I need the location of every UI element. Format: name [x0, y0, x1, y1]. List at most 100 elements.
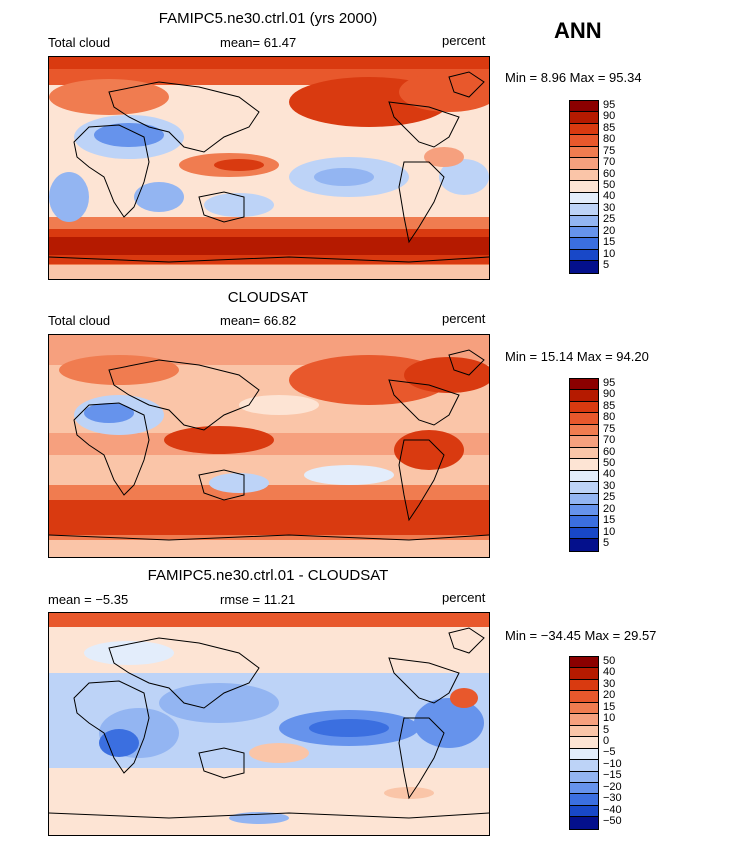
panel-3-colorbar-tick: 20	[603, 689, 616, 702]
panel-1-map	[48, 56, 490, 280]
panel-2-variable-label: Total cloud	[48, 313, 111, 328]
panel-3-colorbar-tick: 50	[603, 654, 616, 667]
panel-1-minmax: Min = 8.96 Max = 95.34	[505, 70, 642, 85]
colorbar-band	[570, 401, 598, 414]
panel-3-colorbar-tick: 30	[603, 677, 616, 690]
panel-3-colorbar-tick: 0	[603, 735, 610, 747]
panel-1-colorbar-tick: 95	[603, 98, 616, 111]
panel-1-title: FAMIPC5.ne30.ctrl.01 (yrs 2000)	[158, 10, 378, 27]
panel-1-colorbar-tick: 90	[603, 110, 616, 123]
panel-3-colorbar-tick: −20	[603, 780, 622, 793]
colorbar-band	[570, 748, 598, 761]
colorbar-band	[570, 249, 598, 262]
panel-2-mean-label: mean= 66.82	[220, 313, 297, 328]
colorbar-band	[570, 169, 598, 182]
panel-1-colorbar-tick: 85	[603, 121, 616, 134]
colorbar-band	[570, 135, 598, 147]
panel-1-units-label: percent	[442, 33, 486, 48]
panel-3-mean-label: mean = −5.35	[48, 592, 129, 607]
colorbar-band	[570, 470, 598, 483]
colorbar-band	[570, 482, 598, 494]
panel-1-colorbar-tick: 60	[603, 167, 616, 180]
colorbar-band	[570, 123, 598, 136]
panel-3-colorbar-tick: −5	[603, 746, 616, 759]
panel-2-colorbar-tick: 95	[603, 376, 616, 389]
panel-1-colorbar-tick: 25	[603, 213, 616, 226]
colorbar-band	[570, 714, 598, 726]
panel-2-colorbar-tick: 80	[603, 411, 616, 424]
panel-3-colorbar	[569, 656, 599, 830]
colorbar-band	[570, 146, 598, 159]
panel-1-colorbar-tick: 75	[603, 144, 616, 157]
colorbar-band	[570, 539, 598, 551]
panel-3-colorbar-tick: −15	[603, 769, 622, 782]
colorbar-band	[570, 436, 598, 448]
panel-2-colorbar-tick: 85	[603, 399, 616, 412]
panel-1-mean-label: mean= 61.47	[220, 35, 297, 50]
panel-2-title: CLOUDSAT	[227, 289, 309, 306]
panel-3-colorbar-tick: 40	[603, 666, 616, 679]
colorbar-band	[570, 760, 598, 772]
panel-1-colorbar-tick: 70	[603, 156, 616, 169]
colorbar-band	[570, 657, 598, 669]
panel-3-map	[48, 612, 490, 836]
panel-2-colorbar-tick: 25	[603, 491, 616, 504]
colorbar-band	[570, 679, 598, 692]
panel-3-colorbar-tick: −40	[603, 803, 622, 816]
panel-1-colorbar-tick: 20	[603, 224, 616, 237]
colorbar-band	[570, 447, 598, 460]
panel-2-map	[48, 334, 490, 558]
panel-1-colorbar-tick: 80	[603, 133, 616, 146]
panel-3-colorbar-tick: 15	[603, 700, 616, 713]
panel-2-colorbar-tick: 15	[603, 514, 616, 527]
colorbar-band	[570, 192, 598, 205]
panel-1-colorbar	[569, 100, 599, 274]
panel-2-colorbar-tick: 50	[603, 457, 616, 469]
colorbar-band	[570, 805, 598, 818]
colorbar-band	[570, 817, 598, 829]
panel-3-colorbar-tick: −30	[603, 792, 622, 805]
panel-2-colorbar-tick: 10	[603, 525, 616, 538]
panel-2-colorbar-tick: 30	[603, 479, 616, 492]
panel-1-variable-label: Total cloud	[48, 35, 111, 50]
panel-1-colorbar-tick: 5	[603, 259, 610, 272]
panel-3-minmax: Min = −34.45 Max = 29.57	[505, 628, 657, 643]
colorbar-band	[570, 226, 598, 239]
colorbar-band	[570, 527, 598, 540]
panel-1-colorbar-tick: 15	[603, 236, 616, 249]
panel-3-title: FAMIPC5.ne30.ctrl.01 - CLOUDSAT	[147, 567, 389, 584]
panel-2-colorbar-tick: 70	[603, 434, 616, 447]
panel-3-colorbar-tick: 5	[603, 723, 610, 736]
colorbar-band	[570, 112, 598, 124]
colorbar-band	[570, 794, 598, 806]
panel-3-colorbar-tick: −10	[603, 757, 622, 770]
colorbar-band	[570, 261, 598, 273]
panel-3-colorbar-tick: 10	[603, 712, 616, 725]
colorbar-band	[570, 702, 598, 715]
panel-1-colorbar-tick: 30	[603, 201, 616, 214]
panel-3-units-label: percent	[442, 590, 486, 605]
colorbar-band	[570, 725, 598, 738]
panel-2-colorbar	[569, 378, 599, 552]
colorbar-band	[570, 413, 598, 425]
panel-2-colorbar-tick: 5	[603, 537, 610, 550]
colorbar-band	[570, 390, 598, 402]
colorbar-band	[570, 424, 598, 437]
colorbar-band	[570, 379, 598, 391]
panel-2-colorbar-tick: 90	[603, 388, 616, 401]
colorbar-band	[570, 516, 598, 528]
panel-1-colorbar-tick: 50	[603, 179, 616, 191]
colorbar-band	[570, 771, 598, 783]
colorbar-band	[570, 493, 598, 505]
panel-1-colorbar-tick: 40	[603, 190, 616, 203]
colorbar-band	[570, 691, 598, 703]
colorbar-band	[570, 158, 598, 170]
colorbar-band	[570, 215, 598, 227]
colorbar-band	[570, 504, 598, 517]
panel-2-colorbar-tick: 60	[603, 445, 616, 458]
season-label: ANN	[554, 18, 602, 43]
colorbar-band	[570, 101, 598, 113]
colorbar-band	[570, 668, 598, 680]
colorbar-band	[570, 782, 598, 795]
panel-3-colorbar-tick: −50	[603, 815, 622, 828]
